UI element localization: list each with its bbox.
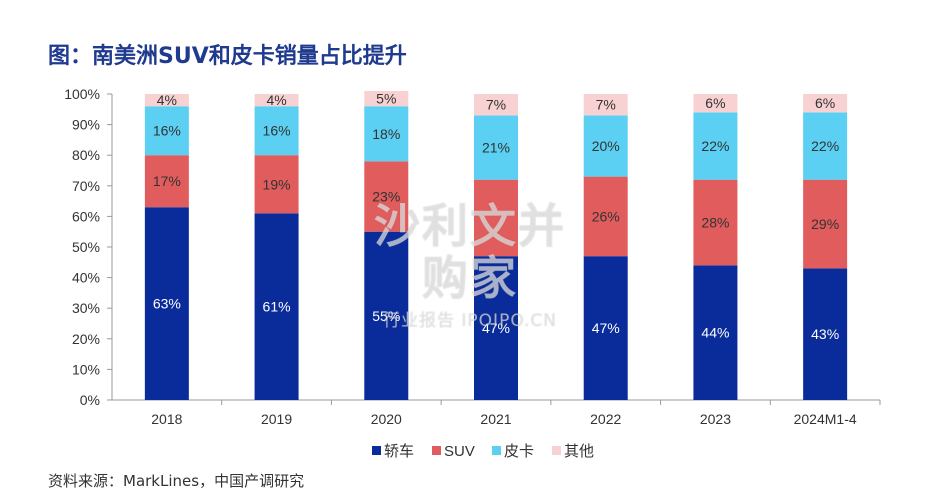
bar-segment [364,161,409,232]
bar-segment [583,176,628,257]
data-label: 17% [153,173,181,189]
x-tick-label: 2021 [480,411,511,427]
bar-segment [364,106,409,162]
data-label: 43% [811,326,839,342]
data-label: 22% [701,138,729,154]
data-label: 26% [592,208,620,224]
bar-segment [254,94,299,107]
data-label: 7% [596,97,616,113]
bar-segment [583,115,628,177]
bar-segment [474,115,518,180]
bar-segment [583,94,628,116]
y-tick-label: 0% [80,392,100,408]
data-label: 16% [263,123,291,139]
bar-segment [144,94,189,107]
data-label: 21% [482,140,510,156]
x-tick-label: 2020 [371,411,402,427]
legend-swatch [432,446,441,455]
bar-segment [803,94,848,113]
bar-segment [693,179,738,266]
x-tick-label: 2024M1-4 [794,411,857,427]
y-tick-label: 80% [72,147,100,163]
data-label: 44% [701,325,729,341]
bar-segment [364,231,409,400]
y-tick-label: 30% [72,300,100,316]
bar-segment [693,112,738,180]
y-tick-label: 100% [64,86,100,102]
legend-swatch [492,446,501,455]
data-label: 22% [811,138,839,154]
y-tick-label: 10% [72,361,100,377]
bar-segment [144,155,189,208]
chart-title: 图：南美洲SUV和皮卡销量占比提升 [48,44,407,69]
bar-segment [583,256,628,400]
bar-segment [803,179,848,269]
stacked-bar-chart: 0% 10% 20% 30% 40% 50% 60% 70% 80% 90% 100% 63% 17% 1… [64,86,881,460]
bar-segment [144,106,189,156]
data-label: 47% [482,320,510,336]
x-tick-label: 2023 [700,411,731,427]
legend-label: 轿车 [384,443,414,460]
data-label: 5% [376,91,396,107]
data-label: 63% [153,296,181,312]
bar-segment [474,256,518,400]
data-label: 4% [157,92,177,108]
bar-segment [474,179,518,257]
legend-label: SUV [444,443,475,460]
data-label: 20% [592,138,620,154]
data-label: 29% [811,216,839,232]
bar-segment [254,155,299,214]
data-label: 6% [815,95,835,111]
bar-segment [803,268,848,400]
bar-segment [693,94,738,113]
data-label: 55% [372,308,400,324]
bar-segment [693,265,738,400]
data-label: 61% [263,299,291,315]
y-tick-label: 20% [72,331,100,347]
data-label: 19% [263,176,291,192]
x-tick-label: 2019 [261,411,292,427]
y-tick-label: 60% [72,208,100,224]
x-tick-label: 2022 [590,411,621,427]
data-label: 6% [705,95,725,111]
bar-segment [364,90,409,107]
legend-label: 皮卡 [504,443,534,460]
legend-swatch [372,446,381,455]
bar-segment [254,106,299,156]
legend-swatch [552,446,561,455]
bar-segment [474,94,518,116]
legend-label: 其他 [564,443,594,460]
data-label: 28% [701,215,729,231]
y-tick-label: 40% [72,270,100,286]
data-label: 18% [372,126,400,142]
y-tick-label: 50% [72,239,100,255]
y-tick-label: 70% [72,178,100,194]
data-label: 47% [592,320,620,336]
bar-segment [803,112,848,180]
data-label: 16% [153,123,181,139]
x-tick-label: 2018 [151,411,182,427]
bar-segment [254,213,299,400]
bar-segment [144,207,189,400]
y-tick-label: 90% [72,117,100,133]
data-label: 23% [372,189,400,205]
data-label: 4% [266,92,286,108]
data-label: 7% [486,97,506,113]
